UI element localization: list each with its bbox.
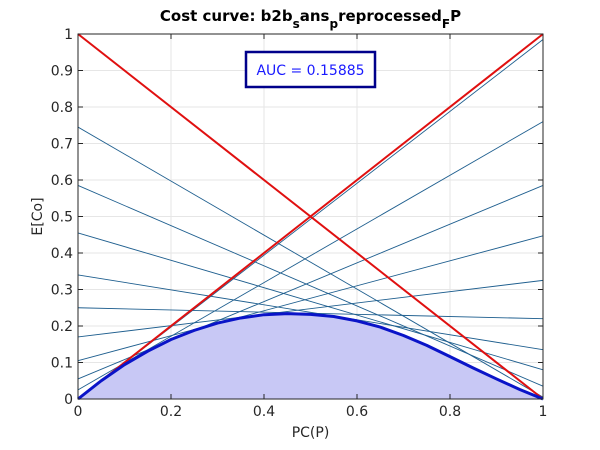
x-tick-label: 1 [539, 404, 548, 420]
auc-area-fill [78, 313, 543, 399]
x-tick-label: 0 [74, 404, 83, 420]
chart-title-part: reprocessed [338, 7, 442, 25]
chart-title: Cost curve: b2bsanspreprocessedFP [160, 7, 461, 31]
chart-title-part: F [442, 17, 450, 31]
y-tick-label: 0.3 [51, 283, 73, 299]
cost-line [77, 185, 544, 387]
x-tick-label: 0.6 [346, 404, 368, 420]
cost-line [77, 126, 544, 398]
y-axis-label: E[Co] [30, 197, 46, 235]
lower-envelope-curve [77, 312, 544, 401]
x-tick-label: 0.4 [253, 404, 275, 420]
x-tick-label: 0.8 [439, 404, 461, 420]
y-tick-label: 1 [64, 27, 73, 43]
auc-annotation-box [244, 50, 377, 89]
axis-ticks [77, 33, 544, 400]
trivial-classifier-lines [77, 33, 544, 400]
y-tick-label: 0.9 [51, 64, 73, 80]
auc-annotation: AUC = 0.15885 [244, 50, 377, 89]
y-tick-label: 0.1 [51, 356, 73, 372]
chart-title-part: ans [300, 7, 330, 25]
y-tick-label: 0.8 [51, 100, 73, 116]
cost-line [77, 235, 544, 362]
y-tick-label: 0.6 [51, 173, 73, 189]
auc-annotation-text: AUC = 0.15885 [256, 63, 364, 79]
chart-title-part: s [293, 17, 300, 31]
chart-title-part: p [329, 17, 338, 31]
x-tick-label: 0.2 [160, 404, 182, 420]
cost-line [77, 279, 544, 338]
trivial-line [77, 33, 544, 400]
x-axis-label: PC(P) [292, 425, 330, 441]
x-tick-labels: 0 0.2 0.4 0.6 0.8 1 [74, 404, 548, 420]
y-tick-label: 0.2 [51, 319, 73, 335]
y-tick-label: 0.7 [51, 137, 73, 153]
chart-title-part: Cost curve: b2b [160, 7, 293, 25]
cost-line [77, 121, 544, 391]
cost-line [77, 232, 544, 371]
chart-title-part: P [450, 7, 461, 25]
y-tick-label: 0.4 [51, 246, 73, 262]
y-tick-labels: 0 0.1 0.2 0.3 0.4 0.5 0.6 0.7 0.8 0.9 1 [51, 27, 73, 408]
y-tick-label: 0 [64, 392, 73, 408]
y-tick-label: 0.5 [51, 210, 73, 226]
